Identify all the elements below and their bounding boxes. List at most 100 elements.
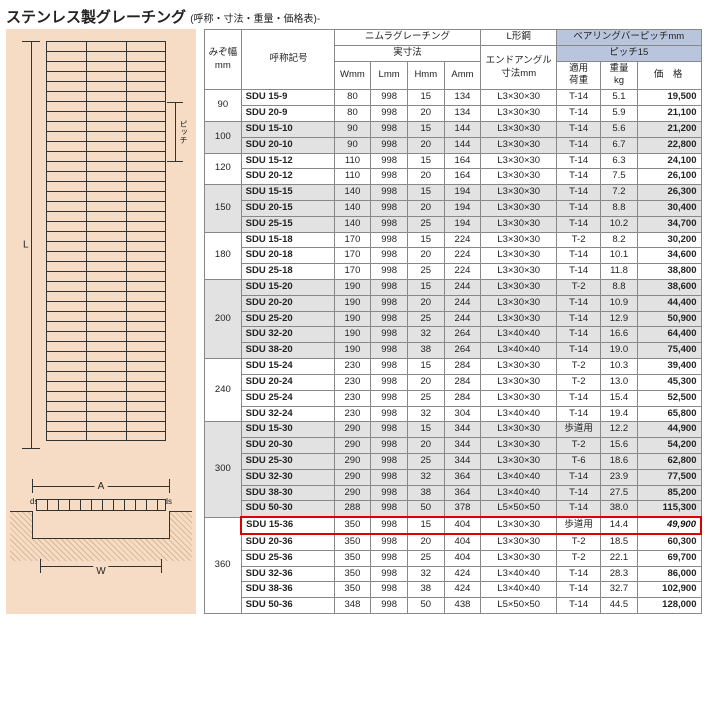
cell-L: 998 [371,169,408,185]
cell-price: 45,300 [637,374,701,390]
cell-L: 998 [371,550,408,566]
cell-A: 424 [444,566,481,582]
cell-load: T-14 [557,582,601,598]
cell-A: 404 [444,517,481,534]
cell-end: L3×30×30 [481,280,557,296]
dim-W-label: W [93,566,108,577]
cell-price: 21,100 [637,106,701,122]
cell-price: 50,900 [637,311,701,327]
cell-load: T-14 [557,485,601,501]
cell-code: SDU 32-30 [241,469,334,485]
cell-price: 19,500 [637,90,701,106]
cell-W: 230 [334,374,371,390]
cell-price: 22,800 [637,137,701,153]
cell-A: 244 [444,311,481,327]
cell-load: T-14 [557,264,601,280]
cell-W: 190 [334,311,371,327]
cell-load: T-14 [557,200,601,216]
cell-weight: 16.6 [601,327,638,343]
cell-W: 190 [334,280,371,296]
cell-end: L3×30×30 [481,185,557,201]
cell-W: 80 [334,106,371,122]
cell-price: 30,200 [637,232,701,248]
cell-code: SDU 20-20 [241,295,334,311]
cell-end: L3×30×30 [481,200,557,216]
cell-L: 998 [371,469,408,485]
cell-H: 15 [407,422,444,438]
hdr-mizo: みぞ幅 mm [205,30,242,90]
table-row: 120SDU 15-1211099815164L3×30×30T-146.324… [205,153,702,169]
table-row: SDU 38-2019099838264L3×40×40T-1419.075,4… [205,343,702,359]
cell-weight: 27.5 [601,485,638,501]
cell-price: 128,000 [637,598,701,614]
cell-H: 20 [407,200,444,216]
cell-price: 64,400 [637,327,701,343]
cell-A: 284 [444,374,481,390]
cell-A: 164 [444,169,481,185]
cell-A: 364 [444,485,481,501]
cell-H: 25 [407,453,444,469]
cell-code: SDU 15-12 [241,153,334,169]
cell-mizo: 90 [205,90,242,122]
cell-price: 21,200 [637,121,701,137]
cell-A: 344 [444,438,481,454]
cell-code: SDU 15-24 [241,359,334,375]
cell-code: SDU 38-36 [241,582,334,598]
cell-weight: 8.2 [601,232,638,248]
table-row: SDU 25-1817099825224L3×30×30T-1411.838,8… [205,264,702,280]
cell-H: 20 [407,295,444,311]
cell-code: SDU 38-20 [241,343,334,359]
table-row: SDU 20-98099820134L3×30×30T-145.921,100 [205,106,702,122]
hdr-W: Wmm [334,61,371,90]
cell-H: 15 [407,153,444,169]
subtitle-text: (呼称・寸法・重量・価格表)- [190,14,320,25]
cell-L: 998 [371,280,408,296]
cell-weight: 10.9 [601,295,638,311]
table-row: 150SDU 15-1514099815194L3×30×30T-147.226… [205,185,702,201]
cell-L: 998 [371,517,408,534]
cell-price: 44,400 [637,295,701,311]
cell-load: T-14 [557,169,601,185]
cell-load: T-14 [557,406,601,422]
cell-W: 230 [334,359,371,375]
cell-H: 25 [407,390,444,406]
cell-L: 998 [371,438,408,454]
cell-L: 998 [371,327,408,343]
cell-H: 25 [407,550,444,566]
table-row: SDU 20-1817099820224L3×30×30T-1410.134,6… [205,248,702,264]
cell-price: 65,800 [637,406,701,422]
hdr-L: Lmm [371,61,408,90]
cell-load: T-14 [557,90,601,106]
cell-H: 20 [407,106,444,122]
cell-load: T-2 [557,438,601,454]
cell-mizo: 240 [205,359,242,422]
cell-end: L3×30×30 [481,390,557,406]
cell-weight: 10.2 [601,216,638,232]
cell-price: 38,600 [637,280,701,296]
hdr-jissun: 実寸法 [334,45,481,61]
table-row: SDU 32-3029099832364L3×40×40T-1423.977,5… [205,469,702,485]
cell-code: SDU 32-36 [241,566,334,582]
cell-end: L3×30×30 [481,248,557,264]
cell-L: 998 [371,121,408,137]
cell-code: SDU 15-18 [241,232,334,248]
cell-end: L3×40×40 [481,343,557,359]
cell-mizo: 200 [205,280,242,359]
cell-load: T-2 [557,280,601,296]
table-row: SDU 20-2423099820284L3×30×30T-213.045,30… [205,374,702,390]
cell-A: 144 [444,121,481,137]
dimension-W: W [40,559,162,573]
cell-H: 38 [407,582,444,598]
page-title: ステンレス製グレーチング (呼称・寸法・重量・価格表)- [6,6,702,27]
cell-end: L3×30×30 [481,517,557,534]
cell-H: 32 [407,469,444,485]
cell-L: 998 [371,185,408,201]
cell-A: 378 [444,501,481,517]
cell-L: 998 [371,598,408,614]
cell-L: 998 [371,534,408,550]
cell-L: 998 [371,200,408,216]
cell-price: 26,100 [637,169,701,185]
cell-L: 998 [371,232,408,248]
cell-price: 44,900 [637,422,701,438]
cell-H: 32 [407,566,444,582]
